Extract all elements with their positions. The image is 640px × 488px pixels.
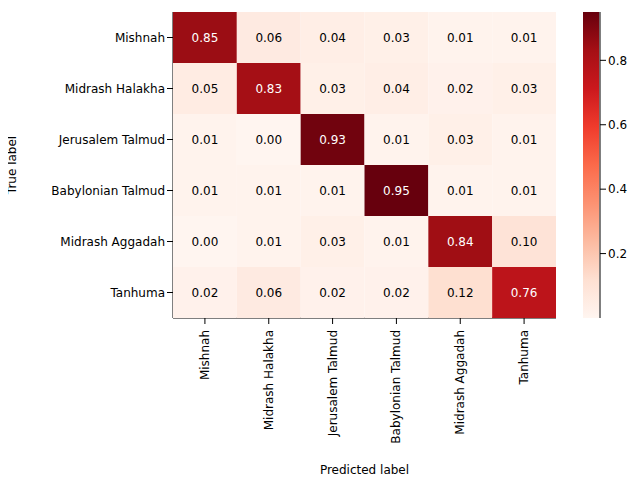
svg-text:Predicted label: Predicted label: [320, 463, 409, 477]
svg-text:0.01: 0.01: [447, 184, 474, 198]
svg-text:0.85: 0.85: [192, 31, 219, 45]
svg-text:Babylonian Talmud: Babylonian Talmud: [51, 184, 165, 198]
svg-text:0.02: 0.02: [319, 286, 346, 300]
svg-text:Midrash Halakha: Midrash Halakha: [65, 82, 165, 96]
svg-text:0.03: 0.03: [511, 82, 538, 96]
svg-text:0.83: 0.83: [255, 82, 282, 96]
svg-text:Mishnah: Mishnah: [198, 330, 212, 380]
svg-text:Babylonian Talmud: Babylonian Talmud: [389, 330, 403, 444]
svg-text:0.4: 0.4: [608, 182, 627, 196]
svg-text:0.06: 0.06: [255, 286, 282, 300]
svg-text:True label: True label: [8, 136, 19, 195]
svg-text:0.03: 0.03: [319, 235, 346, 249]
svg-text:0.02: 0.02: [192, 286, 219, 300]
svg-text:0.6: 0.6: [608, 118, 627, 132]
svg-text:0.01: 0.01: [255, 184, 282, 198]
svg-text:0.84: 0.84: [447, 235, 474, 249]
svg-text:0.76: 0.76: [511, 286, 538, 300]
svg-text:0.05: 0.05: [192, 82, 219, 96]
svg-text:0.03: 0.03: [383, 31, 410, 45]
svg-text:0.02: 0.02: [383, 286, 410, 300]
svg-text:Midrash Aggadah: Midrash Aggadah: [60, 235, 165, 249]
svg-text:0.04: 0.04: [319, 31, 346, 45]
svg-text:0.01: 0.01: [192, 184, 219, 198]
svg-text:0.01: 0.01: [192, 133, 219, 147]
svg-text:0.01: 0.01: [383, 235, 410, 249]
svg-text:0.95: 0.95: [383, 184, 410, 198]
svg-text:Jerusalem Talmud: Jerusalem Talmud: [58, 133, 165, 147]
svg-text:0.01: 0.01: [255, 235, 282, 249]
svg-text:0.03: 0.03: [447, 133, 474, 147]
svg-text:0.93: 0.93: [319, 133, 346, 147]
svg-text:0.8: 0.8: [608, 54, 627, 68]
svg-text:0.01: 0.01: [511, 184, 538, 198]
svg-text:0.01: 0.01: [511, 31, 538, 45]
svg-text:0.03: 0.03: [319, 82, 346, 96]
svg-text:0.06: 0.06: [255, 31, 282, 45]
svg-text:0.02: 0.02: [447, 82, 474, 96]
svg-text:0.04: 0.04: [383, 82, 410, 96]
svg-text:0.2: 0.2: [608, 247, 627, 261]
svg-text:Tanhuma: Tanhuma: [517, 330, 531, 386]
svg-text:Midrash Halakha: Midrash Halakha: [262, 330, 276, 430]
svg-text:0.00: 0.00: [192, 235, 219, 249]
svg-text:Jerusalem Talmud: Jerusalem Talmud: [326, 330, 340, 437]
svg-text:0.10: 0.10: [511, 235, 538, 249]
svg-text:0.01: 0.01: [511, 133, 538, 147]
svg-text:0.01: 0.01: [319, 184, 346, 198]
svg-text:Mishnah: Mishnah: [115, 31, 165, 45]
svg-text:Tanhuma: Tanhuma: [109, 286, 165, 300]
svg-text:0.01: 0.01: [383, 133, 410, 147]
svg-text:0.00: 0.00: [255, 133, 282, 147]
svg-text:Midrash Aggadah: Midrash Aggadah: [453, 330, 467, 435]
svg-text:0.12: 0.12: [447, 286, 474, 300]
svg-text:0.01: 0.01: [447, 31, 474, 45]
